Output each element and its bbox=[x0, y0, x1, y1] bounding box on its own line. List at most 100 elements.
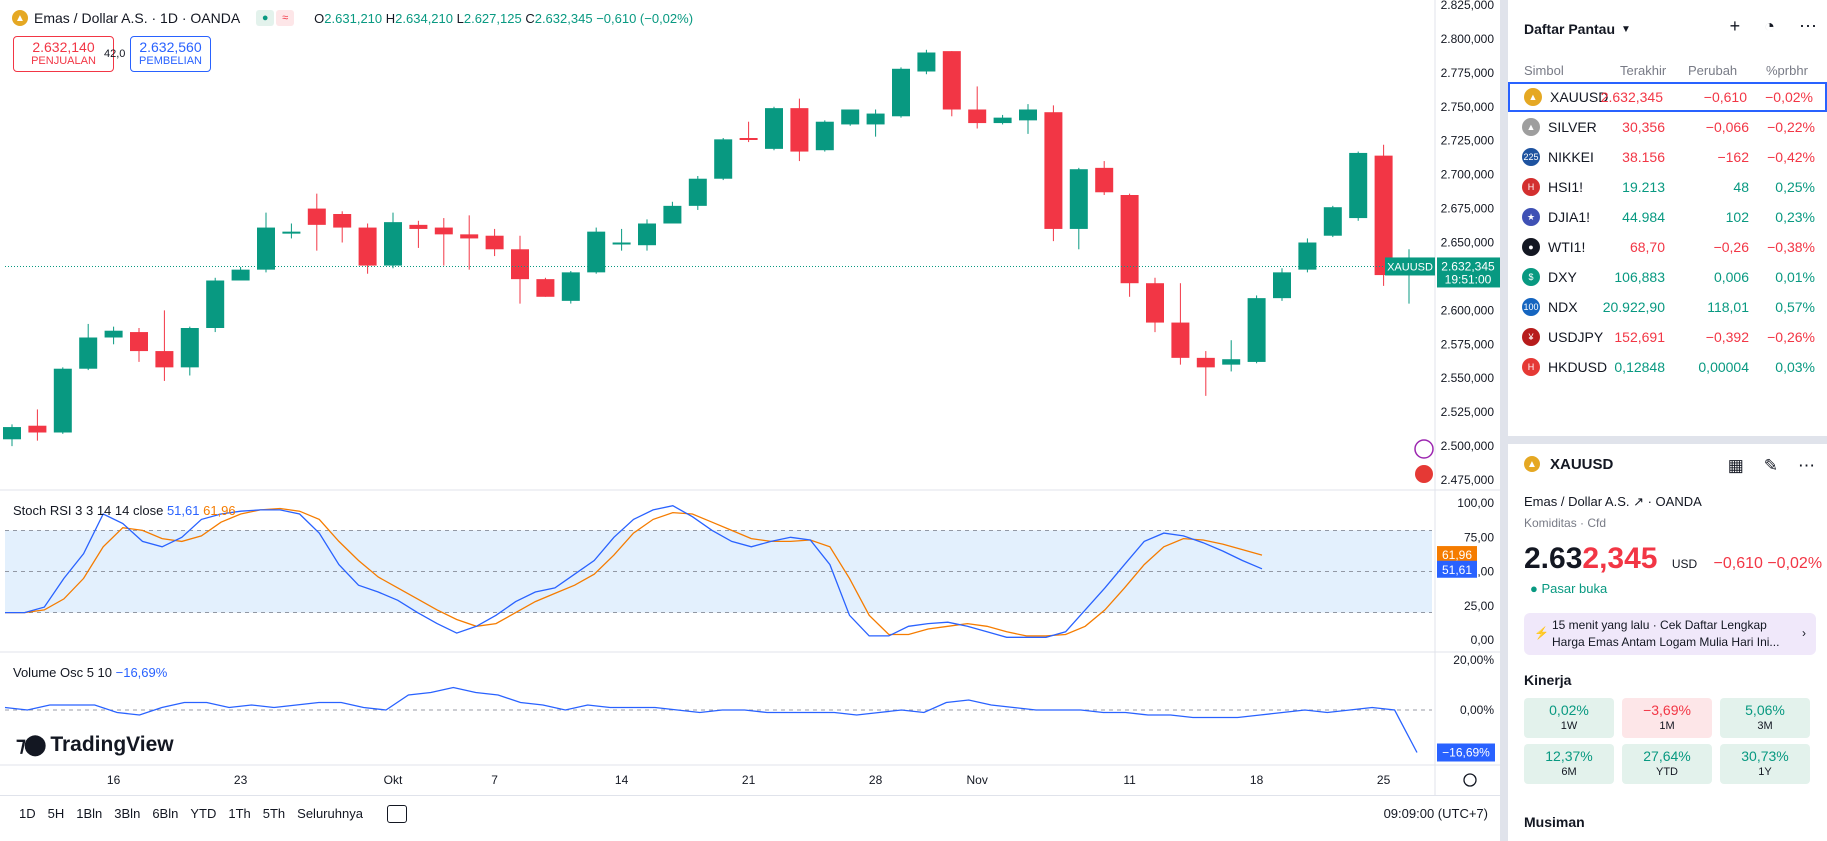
chart-panel[interactable]: 2.825,000 2.800,000 2.775,000 2.750,000 2.72… bbox=[0, 0, 1500, 841]
chart-legend: ▲ Emas / Dollar A.S. · 1D · OANDA ● ≈ O2… bbox=[12, 10, 693, 26]
row-symbol: HSI1! bbox=[1548, 179, 1584, 195]
range-1bln[interactable]: 1Bln bbox=[76, 806, 103, 821]
range-5th[interactable]: 5Th bbox=[262, 806, 286, 821]
news-banner[interactable]: ⚡ 15 menit yang lalu · Cek Daftar Lengka… bbox=[1524, 613, 1816, 655]
range-6bln[interactable]: 6Bln bbox=[152, 806, 179, 821]
col-symbol[interactable]: Simbol bbox=[1524, 62, 1564, 78]
sell-button[interactable]: 2.632,140 PENJUALAN bbox=[13, 36, 114, 72]
perf-ytd[interactable]: 27,64% YTD bbox=[1622, 744, 1712, 784]
candle-body bbox=[790, 108, 809, 152]
date-tick: 23 bbox=[234, 773, 248, 787]
row-symbol: NIKKEI bbox=[1548, 149, 1594, 165]
range-1d[interactable]: 1D bbox=[19, 806, 36, 821]
row-change-pct: −0,02% bbox=[1765, 89, 1813, 105]
more-icon[interactable]: ⋯ bbox=[1798, 456, 1815, 475]
row-change-pct: −0,22% bbox=[1767, 119, 1815, 135]
watchlist-columns: Simbol Terakhir Perubah %prbhr bbox=[1508, 58, 1827, 82]
details-name[interactable]: Emas / Dollar A.S. ↗ · OANDA bbox=[1524, 494, 1702, 509]
range-5h[interactable]: 5H bbox=[47, 806, 65, 821]
ndx-icon: 100 bbox=[1522, 298, 1540, 316]
more-icon[interactable]: ⋯ bbox=[1799, 16, 1817, 36]
col-change-pct[interactable]: %prbhr bbox=[1766, 62, 1808, 78]
price-tick: 2.700,000 bbox=[1441, 168, 1495, 182]
edit-icon[interactable]: ✎ bbox=[1763, 456, 1778, 475]
chart-title[interactable]: Emas / Dollar A.S. · 1D · OANDA bbox=[34, 10, 241, 26]
perf-6m[interactable]: 12,37% 6M bbox=[1524, 744, 1614, 784]
price-tick: 2.775,000 bbox=[1441, 66, 1495, 80]
stoch-tick: 100,00 bbox=[1457, 496, 1494, 510]
candle-body bbox=[53, 368, 72, 433]
row-change: −0,610 bbox=[1703, 89, 1747, 105]
stoch-rsi-label[interactable]: Stoch RSI 3 3 14 14 close 51,61 61,96 bbox=[13, 503, 236, 518]
col-change[interactable]: Perubah bbox=[1688, 62, 1738, 78]
candle-body bbox=[257, 227, 275, 270]
stoch-tick: 25,00 bbox=[1464, 599, 1494, 613]
grid-icon[interactable]: ▦ bbox=[1727, 456, 1744, 475]
col-last[interactable]: Terakhir bbox=[1620, 62, 1667, 78]
tradingview-logo[interactable]: ⁊⬤ TradingView bbox=[16, 732, 174, 757]
watchlist-row-usdjpy[interactable]: ¥ USDJPY 152,691 −0,392 −0,26% bbox=[1508, 322, 1827, 352]
nikkei-icon: 225 bbox=[1522, 148, 1540, 166]
chevron-down-icon[interactable]: ▼ bbox=[1621, 23, 1631, 35]
add-symbol-icon[interactable]: + bbox=[1729, 16, 1741, 36]
row-change: 48 bbox=[1733, 179, 1749, 195]
sell-label: PENJUALAN bbox=[31, 55, 96, 67]
candle-body bbox=[688, 178, 707, 206]
range-ytd[interactable]: YTD bbox=[190, 806, 217, 821]
market-open-icon: ● bbox=[256, 10, 275, 26]
perf-1m[interactable]: −3,69% 1M bbox=[1622, 698, 1712, 738]
candle-body bbox=[993, 117, 1012, 124]
date-tick: 21 bbox=[742, 773, 756, 787]
us-jp-flag-icon: ¥ bbox=[1522, 328, 1540, 346]
watchlist-row-xauusd[interactable]: ▲ XAUUSD 2.632,345 −0,610 −0,02% bbox=[1508, 82, 1827, 112]
range-3bln[interactable]: 3Bln bbox=[114, 806, 141, 821]
watchlist-row-hkdusd[interactable]: H HKDUSD 0,12848 0,00004 0,03% bbox=[1508, 352, 1827, 382]
watchlist-title[interactable]: Daftar Pantau bbox=[1524, 21, 1616, 37]
candle-body bbox=[460, 234, 479, 239]
perf-1w[interactable]: 0,02% 1W bbox=[1524, 698, 1614, 738]
hk-flag-icon: H bbox=[1522, 358, 1540, 376]
row-symbol: SILVER bbox=[1548, 119, 1597, 135]
countdown-text: 19:51:00 bbox=[1445, 272, 1492, 286]
candle-body bbox=[841, 109, 860, 125]
candle-body bbox=[307, 208, 326, 225]
stoch-d-badge bbox=[1437, 546, 1477, 564]
date-tick: 25 bbox=[1377, 773, 1391, 787]
details-symbol[interactable]: XAUUSD bbox=[1550, 455, 1614, 473]
chart-canvas[interactable]: 2.825,000 2.800,000 2.775,000 2.750,000 2.72… bbox=[0, 0, 1500, 795]
candle-body bbox=[434, 227, 453, 235]
watchlist-row-dxy[interactable]: $ DXY 106,883 0,006 0,01% bbox=[1508, 262, 1827, 292]
stoch-tick: 0,00 bbox=[1471, 633, 1495, 647]
candle-body bbox=[1323, 207, 1342, 236]
chevron-right-icon: › bbox=[1802, 626, 1806, 640]
watchlist-row-nikkei[interactable]: 225 NIKKEI 38.156 −162 −0,42% bbox=[1508, 142, 1827, 172]
buy-button[interactable]: 2.632,560 PEMBELIAN bbox=[130, 36, 211, 72]
row-last: 106,883 bbox=[1614, 269, 1665, 285]
stoch-k-line bbox=[5, 505, 1263, 638]
candle-body bbox=[739, 138, 758, 140]
price-tick: 2.600,000 bbox=[1441, 303, 1495, 317]
candle-body bbox=[104, 330, 123, 338]
watchlist-row-hsi1[interactable]: H HSI1! 19.213 48 0,25% bbox=[1508, 172, 1827, 202]
advanced-view-icon[interactable]: ◔ bbox=[1764, 16, 1775, 36]
candle-body bbox=[511, 249, 529, 280]
candle-body bbox=[1222, 359, 1241, 365]
watchlist-row-wti1[interactable]: ● WTI1! 68,70 −0,26 −0,38% bbox=[1508, 232, 1827, 262]
gold-icon: ▲ bbox=[1524, 88, 1542, 106]
perf-1y[interactable]: 30,73% 1Y bbox=[1720, 744, 1810, 784]
candle-body bbox=[1196, 357, 1215, 368]
calendar-icon[interactable] bbox=[386, 804, 407, 823]
sell-price: 2.632,140 bbox=[32, 39, 95, 55]
range-1th[interactable]: 1Th bbox=[228, 806, 251, 821]
volume-osc-label[interactable]: Volume Osc 5 10 −16,69% bbox=[13, 665, 168, 680]
perf-3m[interactable]: 5,06% 3M bbox=[1720, 698, 1810, 738]
range-seluruhnya[interactable]: Seluruhnya bbox=[297, 806, 363, 821]
watchlist-row-djia1[interactable]: ★ DJIA1! 44.984 102 0,23% bbox=[1508, 202, 1827, 232]
status-pill[interactable]: ● ≈ bbox=[256, 10, 295, 26]
candle-body bbox=[714, 139, 733, 179]
watchlist-row-ndx[interactable]: 100 NDX 20.922,90 118,01 0,57% bbox=[1508, 292, 1827, 322]
seasonal-title: Musiman bbox=[1524, 814, 1585, 830]
candle-body bbox=[155, 351, 174, 368]
watchlist-row-silver[interactable]: ▲ SILVER 30,356 −0,066 −0,22% bbox=[1508, 112, 1827, 142]
clock-time[interactable]: 09:09:00 (UTC+7) bbox=[1383, 806, 1488, 821]
